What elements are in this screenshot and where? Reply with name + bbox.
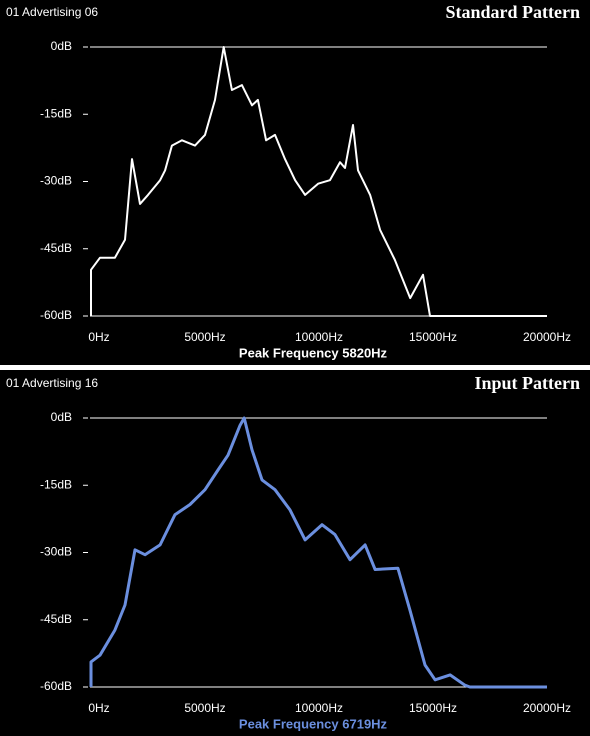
y-tick-label: -60dB [40,308,72,322]
annotation: Peak Frequency 6719Hz [239,716,388,731]
x-tick-label: 10000Hz [295,701,343,715]
y-tick-label: -45dB [40,241,72,255]
x-tick-label: 20000Hz [523,330,571,344]
x-tick-label: 15000Hz [409,330,457,344]
x-tick-label: 15000Hz [409,701,457,715]
separator [0,365,590,370]
annotation: Peak Frequency 5820Hz [239,345,388,360]
header: 01 Advertising 06 [6,5,98,19]
x-tick-label: 0Hz [88,330,109,344]
chart-title: Standard Pattern [446,2,581,22]
x-tick-label: 10000Hz [295,330,343,344]
y-tick-label: -60dB [40,679,72,693]
x-tick-label: 5000Hz [184,330,225,344]
data-line [90,46,547,317]
x-tick-label: 0Hz [88,701,109,715]
y-tick-label: -15dB [40,477,72,491]
data-line [89,416,547,689]
y-tick-label: -45dB [40,612,72,626]
x-tick-label: 20000Hz [523,701,571,715]
x-tick-label: 5000Hz [184,701,225,715]
y-tick-label: -30dB [40,545,72,559]
header: 01 Advertising 16 [6,376,98,390]
y-tick-label: -15dB [40,106,72,120]
y-tick-label: -30dB [40,174,72,188]
chart-title: Input Pattern [474,373,580,393]
y-tick-label: 0dB [51,410,72,424]
y-tick-label: 0dB [51,39,72,53]
